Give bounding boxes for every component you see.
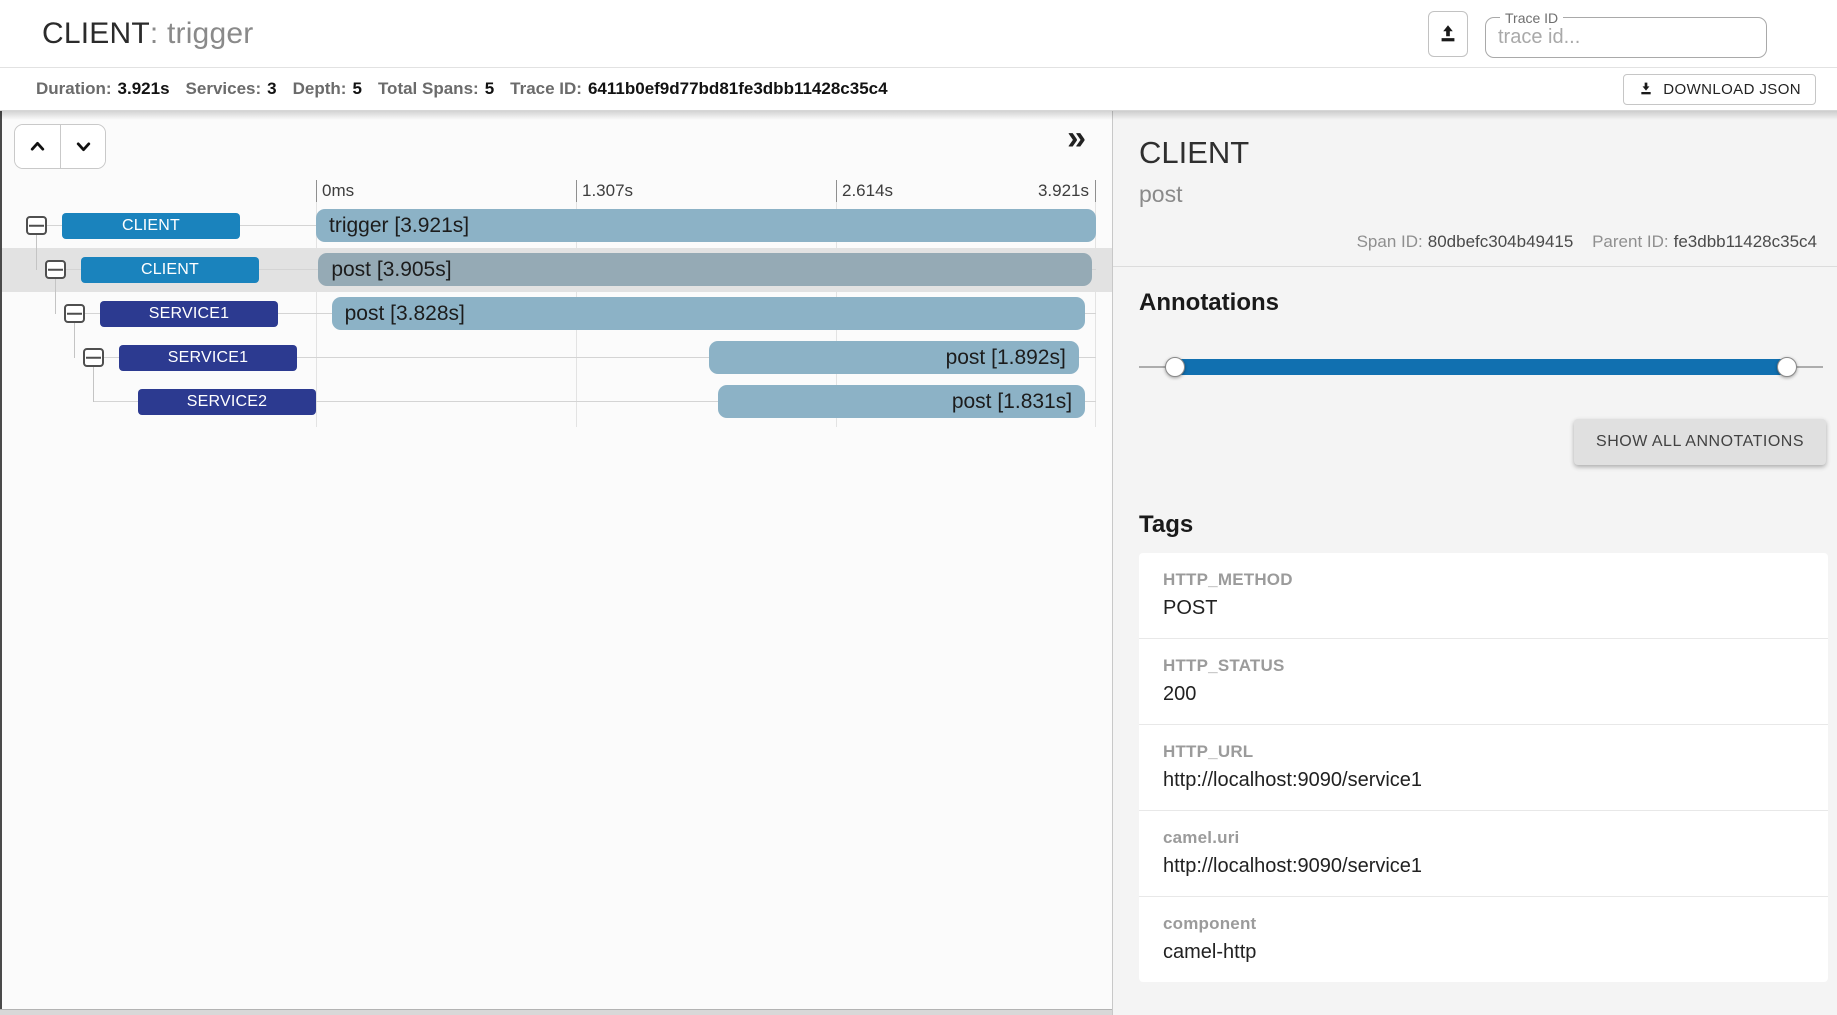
tag-row: HTTP_URL http://localhost:9090/service1 bbox=[1139, 724, 1828, 810]
left-scrollbar[interactable] bbox=[0, 111, 2, 1015]
chevron-up-icon bbox=[29, 138, 46, 155]
tag-value: 200 bbox=[1163, 683, 1804, 706]
parent-id-value: fe3dbb11428c35c4 bbox=[1674, 232, 1817, 251]
tag-key: camel.uri bbox=[1163, 828, 1804, 848]
trace-id-label: Trace ID bbox=[1500, 10, 1563, 26]
page-title: CLIENT: trigger bbox=[42, 17, 253, 51]
stat-total-spans: Total Spans:5 bbox=[378, 79, 494, 99]
tag-value: POST bbox=[1163, 597, 1804, 620]
divider bbox=[1113, 266, 1837, 267]
trace-id-input[interactable] bbox=[1496, 26, 1756, 57]
span-bar[interactable]: post [1.892s] bbox=[709, 341, 1079, 374]
parent-id-label: Parent ID: bbox=[1592, 232, 1669, 251]
upload-icon bbox=[1437, 23, 1459, 45]
tag-value: http://localhost:9090/service1 bbox=[1163, 769, 1804, 792]
header-right: Trace ID bbox=[1428, 10, 1767, 58]
service-badge[interactable]: SERVICE1 bbox=[100, 301, 278, 327]
tag-row: HTTP_METHOD POST bbox=[1139, 553, 1828, 638]
collapse-toggle-icon[interactable] bbox=[26, 216, 47, 235]
trace-row[interactable]: SERVICE1 post [3.828s] bbox=[0, 292, 1112, 336]
collapse-detail-panel-icon[interactable]: » bbox=[1067, 121, 1086, 155]
detail-service-name: CLIENT bbox=[1139, 135, 1829, 171]
detail-span-name: post bbox=[1139, 181, 1829, 208]
download-icon bbox=[1638, 81, 1654, 97]
chevron-down-icon bbox=[75, 138, 92, 155]
page-title-service: CLIENT bbox=[42, 17, 150, 50]
collapse-toggle-icon[interactable] bbox=[83, 348, 104, 367]
trace-row[interactable]: CLIENT trigger [3.921s] bbox=[0, 204, 1112, 248]
span-ids-line: Span ID: 80dbefc304b49415 Parent ID: fe3db… bbox=[1139, 232, 1829, 252]
zipkin-trace-page: CLIENT: trigger Trace ID Duration:3.921s… bbox=[0, 0, 1837, 1015]
tag-key: HTTP_METHOD bbox=[1163, 570, 1804, 590]
span-nav-buttons bbox=[14, 124, 106, 169]
trace-rows: CLIENT trigger [3.921s] CLIENT post [3.9… bbox=[0, 111, 1112, 1015]
service-badge[interactable]: CLIENT bbox=[62, 213, 240, 239]
slider-fill bbox=[1175, 359, 1786, 375]
main: » 0ms 1.307s 2.614s 3.921s CLIENT trigge… bbox=[0, 111, 1837, 1015]
tag-key: HTTP_URL bbox=[1163, 742, 1804, 762]
trace-row[interactable]: SERVICE2 post [1.831s] bbox=[0, 380, 1112, 424]
page-title-span: trigger bbox=[167, 17, 253, 50]
header: CLIENT: trigger Trace ID bbox=[0, 0, 1837, 68]
download-json-label: DOWNLOAD JSON bbox=[1663, 81, 1801, 98]
stat-trace-id: Trace ID:6411b0ef9d77bd81fe3dbb11428c35c… bbox=[510, 79, 887, 99]
tag-row: HTTP_STATUS 200 bbox=[1139, 638, 1828, 724]
upload-trace-button[interactable] bbox=[1428, 11, 1468, 57]
trace-row[interactable]: CLIENT post [3.905s] bbox=[0, 248, 1112, 292]
stat-duration: Duration:3.921s bbox=[36, 79, 170, 99]
service-badge[interactable]: SERVICE1 bbox=[119, 345, 297, 371]
annotations-actions: SHOW ALL ANNOTATIONS bbox=[1139, 419, 1829, 465]
previous-span-button[interactable] bbox=[15, 125, 60, 168]
slider-handle-right[interactable] bbox=[1777, 357, 1797, 377]
collapse-toggle-icon[interactable] bbox=[64, 304, 85, 323]
page-title-separator: : bbox=[150, 17, 167, 50]
tag-row: camel.uri http://localhost:9090/service1 bbox=[1139, 810, 1828, 896]
tag-value: http://localhost:9090/service1 bbox=[1163, 855, 1804, 878]
service-badge[interactable]: CLIENT bbox=[81, 257, 259, 283]
annotations-range-slider bbox=[1139, 355, 1823, 379]
next-span-button[interactable] bbox=[60, 125, 105, 168]
tags-heading: Tags bbox=[1139, 511, 1829, 539]
slider-handle-left[interactable] bbox=[1165, 357, 1185, 377]
annotations-heading: Annotations bbox=[1139, 289, 1829, 317]
tag-row: component camel-http bbox=[1139, 896, 1828, 982]
download-json-button[interactable]: DOWNLOAD JSON bbox=[1623, 74, 1816, 105]
span-id-label: Span ID: bbox=[1357, 232, 1423, 251]
span-bar[interactable]: post [3.905s] bbox=[318, 253, 1092, 286]
tag-value: camel-http bbox=[1163, 941, 1804, 964]
timeline-panel: » 0ms 1.307s 2.614s 3.921s CLIENT trigge… bbox=[0, 111, 1113, 1015]
tag-key: component bbox=[1163, 914, 1804, 934]
span-bar[interactable]: post [3.828s] bbox=[332, 297, 1085, 330]
stat-services: Services:3 bbox=[186, 79, 277, 99]
trace-row[interactable]: SERVICE1 post [1.892s] bbox=[0, 336, 1112, 380]
span-detail-panel: CLIENT post Span ID: 80dbefc304b49415 Par… bbox=[1113, 111, 1837, 1015]
tag-key: HTTP_STATUS bbox=[1163, 656, 1804, 676]
span-id-value: 80dbefc304b49415 bbox=[1428, 232, 1574, 251]
horizontal-scrollbar[interactable] bbox=[0, 1009, 1112, 1015]
span-bar[interactable]: trigger [3.921s] bbox=[316, 209, 1096, 242]
service-badge[interactable]: SERVICE2 bbox=[138, 389, 316, 415]
collapse-toggle-icon[interactable] bbox=[45, 260, 66, 279]
trace-id-fieldset: Trace ID bbox=[1485, 10, 1767, 58]
trace-stats-bar: Duration:3.921s Services:3 Depth:5 Total… bbox=[0, 68, 1837, 111]
tags-card: HTTP_METHOD POST HTTP_STATUS 200 HTTP_UR… bbox=[1139, 553, 1828, 982]
show-all-annotations-button[interactable]: SHOW ALL ANNOTATIONS bbox=[1574, 419, 1826, 465]
stat-depth: Depth:5 bbox=[293, 79, 362, 99]
span-bar[interactable]: post [1.831s] bbox=[718, 385, 1085, 418]
